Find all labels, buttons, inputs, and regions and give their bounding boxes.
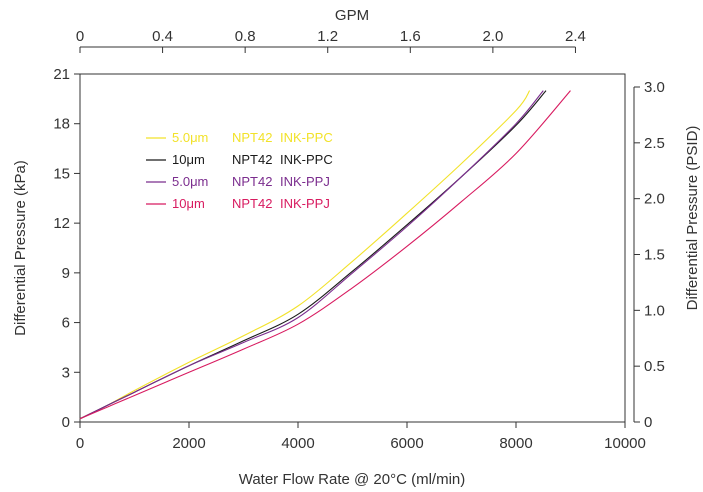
- legend-entry-name: 5.0μm: [172, 130, 208, 145]
- series-line-4: [79, 90, 571, 420]
- legend-entry-model: INK-PPC: [280, 130, 333, 145]
- right-tick-label: 0: [644, 414, 652, 431]
- right-tick-label: 0.5: [644, 358, 665, 375]
- y-tick-label: 9: [62, 265, 70, 282]
- top-tick-label: 2.4: [565, 28, 586, 45]
- plot-frame: [79, 73, 626, 423]
- x-tick-label: 6000: [390, 435, 423, 452]
- series-line-1: [79, 90, 531, 420]
- right-tick-label: 2.0: [644, 191, 665, 208]
- top-tick-label: 1.2: [317, 28, 338, 45]
- top-tick-label: 0.4: [152, 28, 173, 45]
- legend-entry-name: 10μm: [172, 196, 205, 211]
- legend: 5.0μm NPT42 INK-PPC 10μm NPT42 INK-PPC 5.0μm NP…: [146, 130, 333, 211]
- y-tick-label: 12: [53, 215, 70, 232]
- x-tick-label: 4000: [281, 435, 314, 452]
- x-tick-label: 2000: [172, 435, 205, 452]
- top-tick-label: 0.8: [235, 28, 256, 45]
- right-tick-label: 2.5: [644, 135, 665, 152]
- legend-entry-model: INK-PPJ: [280, 174, 330, 189]
- tick-layer: 0 2000 4000 6000 8000 10000 0 3 6 9 12 15 18 21 0 0.4 0.…: [53, 28, 665, 452]
- top-tick-label: 1.6: [400, 28, 421, 45]
- y-tick-label: 0: [62, 414, 70, 431]
- x-tick-label: 10000: [604, 435, 646, 452]
- y-tick-label: 21: [53, 66, 70, 83]
- legend-entry-name: 5.0μm: [172, 174, 208, 189]
- left-axis-title: Differential Pressure (kPa): [12, 160, 29, 336]
- right-tick-label: 3.0: [644, 79, 665, 96]
- legend-entry-name: 10μm: [172, 152, 205, 167]
- x-tick-label: 0: [76, 435, 84, 452]
- right-axis-title: Differential Pressure (PSID): [684, 126, 701, 311]
- legend-entry-type: NPT42: [232, 152, 272, 167]
- right-tick-label: 1.5: [644, 247, 665, 264]
- legend-entry-type: NPT42: [232, 174, 272, 189]
- top-tick-label: 0: [76, 28, 84, 45]
- y-tick-label: 3: [62, 364, 70, 381]
- x-tick-label: 8000: [499, 435, 532, 452]
- legend-entry-model: INK-PPC: [280, 152, 333, 167]
- top-axis-title: GPM: [335, 7, 369, 24]
- legend-entry-model: INK-PPJ: [280, 196, 330, 211]
- legend-entry-type: NPT42: [232, 130, 272, 145]
- top-tick-label: 2.0: [482, 28, 503, 45]
- right-tick-label: 1.0: [644, 302, 665, 319]
- series-layer: [79, 90, 571, 420]
- legend-entry-type: NPT42: [232, 196, 272, 211]
- series-line-3: [79, 90, 544, 420]
- y-tick-label: 18: [53, 116, 70, 133]
- y-tick-label: 15: [53, 165, 70, 182]
- y-tick-label: 6: [62, 315, 70, 332]
- bottom-axis-title: Water Flow Rate @ 20°C (ml/min): [239, 471, 466, 488]
